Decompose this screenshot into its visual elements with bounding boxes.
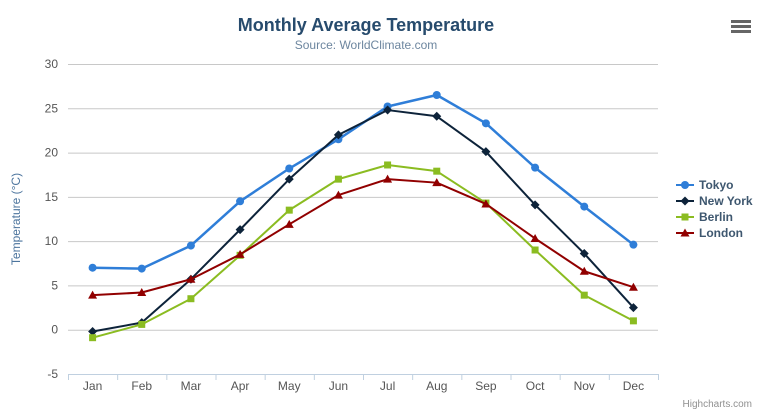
gridlines bbox=[68, 64, 658, 375]
svg-text:Mar: Mar bbox=[181, 379, 202, 393]
chart-title: Monthly Average Temperature bbox=[237, 15, 495, 35]
chart-subtitle: Source: WorldClimate.com bbox=[294, 38, 438, 52]
svg-text:May: May bbox=[278, 379, 301, 393]
legend-label: Berlin bbox=[699, 210, 734, 224]
legend-label: New York bbox=[699, 194, 753, 208]
svg-text:Jun: Jun bbox=[329, 379, 348, 393]
tokyo-circle-icon bbox=[676, 181, 694, 189]
legend-label: Tokyo bbox=[699, 178, 734, 192]
y-axis-labels: -5 0 5 10 15 20 25 30 bbox=[45, 57, 59, 381]
highcharts-credit-link[interactable]: Highcharts.com bbox=[682, 399, 752, 410]
series-berlin[interactable] bbox=[89, 161, 637, 342]
svg-text:Feb: Feb bbox=[131, 379, 152, 393]
svg-text:15: 15 bbox=[45, 190, 59, 204]
series-tokyo[interactable] bbox=[88, 91, 638, 273]
x-axis-labels: Jan Feb Mar Apr May Jun Jul Aug Sep Oct Nov Dec bbox=[83, 379, 644, 393]
svg-text:Oct: Oct bbox=[526, 379, 545, 393]
legend-item-london[interactable]: London bbox=[676, 225, 753, 241]
legend-label: London bbox=[699, 226, 743, 240]
svg-text:20: 20 bbox=[45, 146, 59, 160]
svg-text:30: 30 bbox=[45, 57, 59, 71]
export-menu-button[interactable] bbox=[728, 17, 754, 37]
new-york-diamond-icon bbox=[676, 196, 694, 206]
y-axis-title: Temperature (°C) bbox=[9, 173, 23, 265]
svg-text:Jan: Jan bbox=[83, 379, 102, 393]
london-triangle-icon bbox=[676, 228, 694, 237]
legend-item-tokyo[interactable]: Tokyo bbox=[676, 177, 753, 193]
svg-text:10: 10 bbox=[45, 234, 59, 248]
legend: Tokyo New York Berlin London bbox=[676, 177, 753, 241]
svg-text:Sep: Sep bbox=[475, 379, 497, 393]
series-new-york[interactable] bbox=[88, 105, 638, 336]
x-axis bbox=[68, 374, 659, 380]
hamburger-icon bbox=[731, 19, 751, 33]
svg-text:0: 0 bbox=[51, 323, 58, 337]
svg-text:Aug: Aug bbox=[426, 379, 447, 393]
svg-text:Jul: Jul bbox=[380, 379, 395, 393]
svg-text:-5: -5 bbox=[47, 367, 58, 381]
legend-item-berlin[interactable]: Berlin bbox=[676, 209, 753, 225]
svg-text:Nov: Nov bbox=[574, 379, 595, 393]
series-london[interactable] bbox=[88, 174, 638, 299]
berlin-square-icon bbox=[676, 213, 694, 221]
svg-text:5: 5 bbox=[51, 278, 58, 292]
svg-text:Dec: Dec bbox=[623, 379, 644, 393]
svg-text:25: 25 bbox=[45, 101, 59, 115]
svg-text:Apr: Apr bbox=[231, 379, 250, 393]
legend-item-new-york[interactable]: New York bbox=[676, 193, 753, 209]
